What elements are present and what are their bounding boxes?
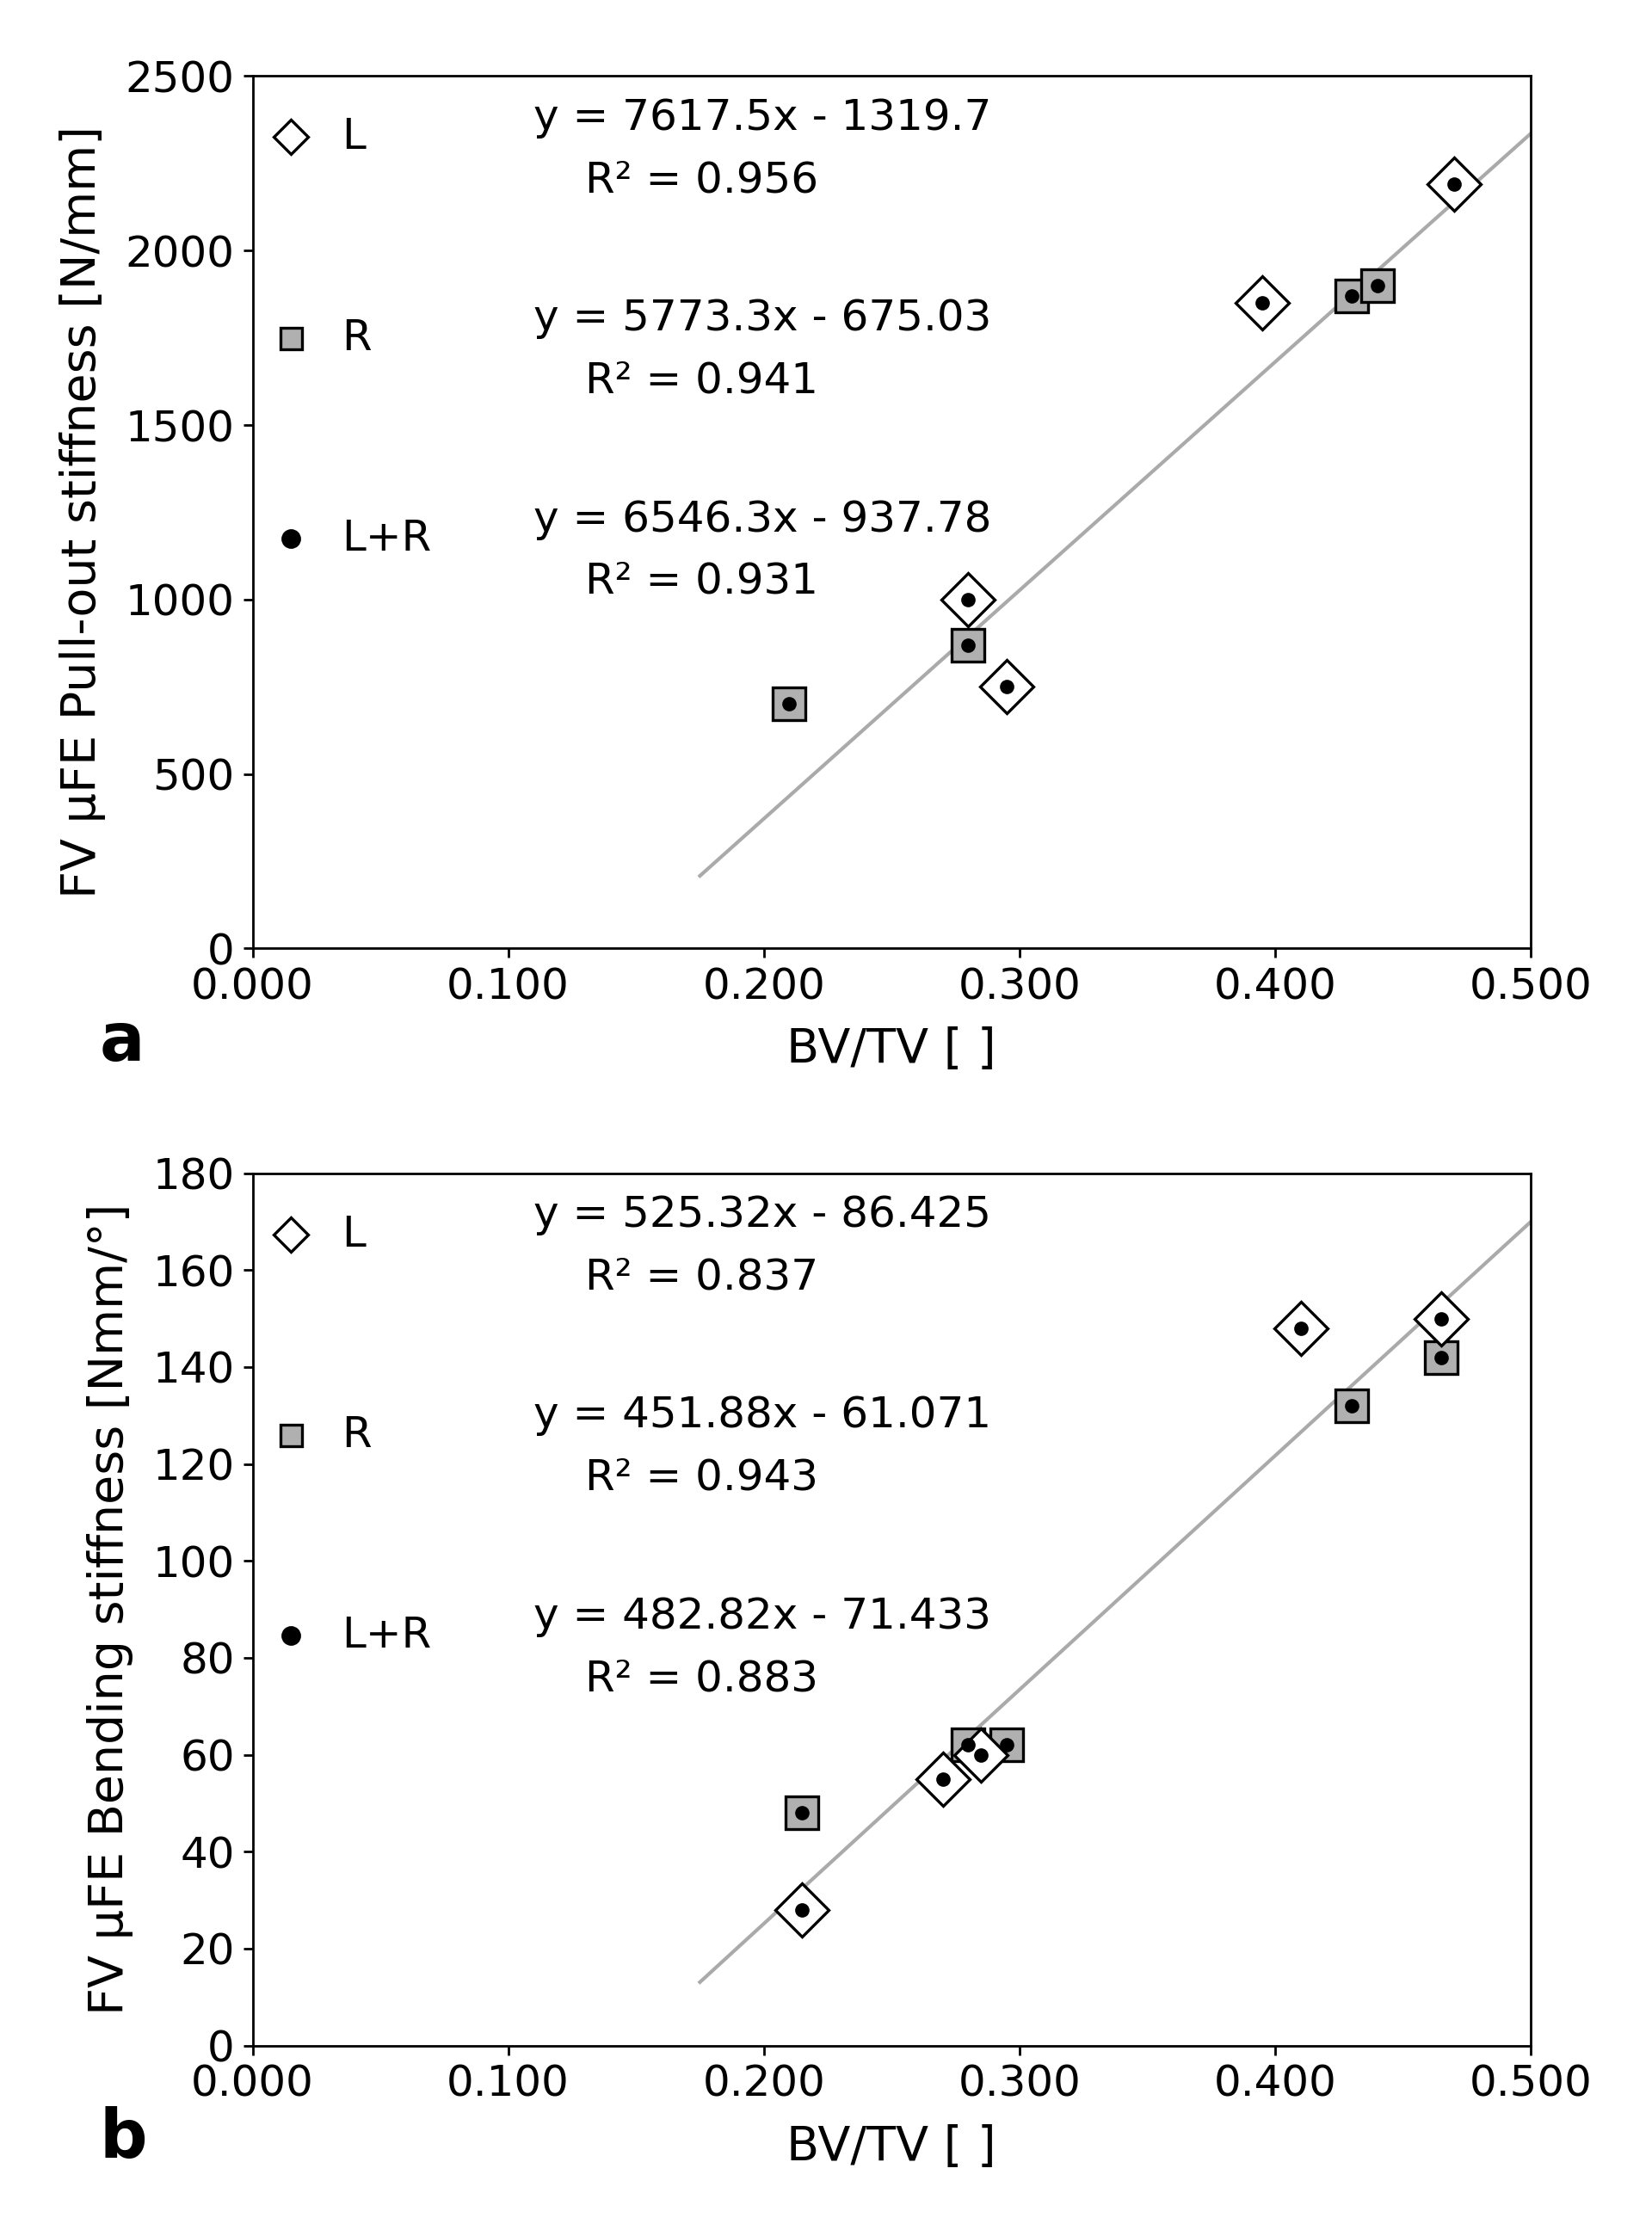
Text: y = 5773.3x - 675.03: y = 5773.3x - 675.03: [534, 299, 991, 339]
Text: R² = 0.883: R² = 0.883: [585, 1659, 818, 1699]
Text: R: R: [342, 1414, 372, 1456]
Text: L: L: [342, 1213, 367, 1255]
Text: y = 7617.5x - 1319.7: y = 7617.5x - 1319.7: [534, 98, 991, 138]
Text: y = 6546.3x - 937.78: y = 6546.3x - 937.78: [534, 500, 991, 540]
Text: a: a: [99, 1010, 144, 1075]
Text: L: L: [342, 116, 367, 158]
Text: y = 525.32x - 86.425: y = 525.32x - 86.425: [534, 1195, 991, 1235]
Text: R² = 0.956: R² = 0.956: [585, 161, 818, 201]
Text: R² = 0.943: R² = 0.943: [585, 1458, 818, 1499]
Text: L+R: L+R: [342, 517, 431, 560]
Text: R² = 0.931: R² = 0.931: [585, 562, 818, 602]
X-axis label: BV/TV [ ]: BV/TV [ ]: [786, 1026, 996, 1073]
Text: y = 482.82x - 71.433: y = 482.82x - 71.433: [534, 1597, 991, 1637]
Text: L+R: L+R: [342, 1615, 431, 1657]
Y-axis label: FV μFE Bending stiffness [Nmm/°]: FV μFE Bending stiffness [Nmm/°]: [88, 1204, 134, 2016]
Text: R: R: [342, 317, 372, 359]
Text: R² = 0.941: R² = 0.941: [585, 361, 818, 401]
Y-axis label: FV μFE Pull-out stiffness [N/mm]: FV μFE Pull-out stiffness [N/mm]: [59, 127, 106, 899]
Text: y = 451.88x - 61.071: y = 451.88x - 61.071: [534, 1396, 991, 1436]
Text: b: b: [99, 2107, 147, 2172]
X-axis label: BV/TV [ ]: BV/TV [ ]: [786, 2123, 996, 2170]
Text: R² = 0.837: R² = 0.837: [585, 1258, 818, 1298]
